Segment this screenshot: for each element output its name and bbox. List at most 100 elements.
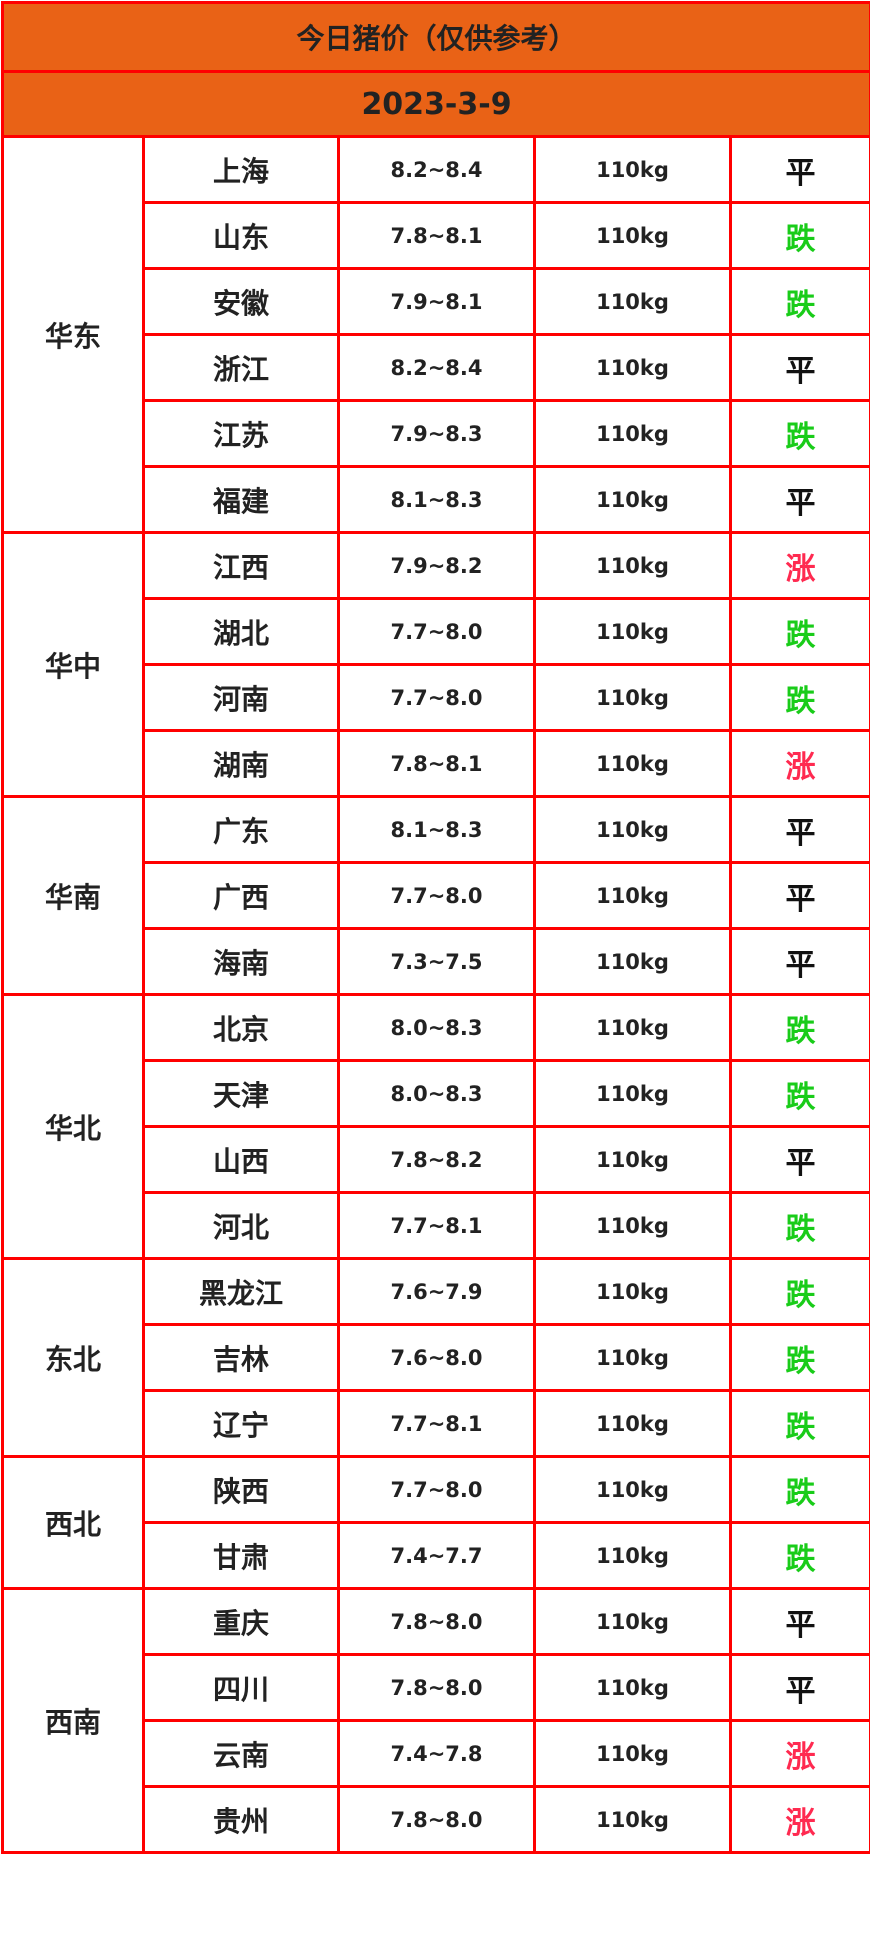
price-cell: 7.7~8.0	[339, 665, 535, 731]
province-cell: 四川	[144, 1655, 339, 1721]
price-cell: 7.9~8.2	[339, 533, 535, 599]
province-cell: 湖南	[144, 731, 339, 797]
weight-cell: 110kg	[535, 929, 731, 995]
weight-cell: 110kg	[535, 1127, 731, 1193]
region-cell: 华中	[3, 533, 144, 797]
trend-cell: 跌	[731, 203, 870, 269]
province-cell: 河南	[144, 665, 339, 731]
price-cell: 7.8~8.0	[339, 1787, 535, 1853]
trend-cell: 平	[731, 797, 870, 863]
region-cell: 西北	[3, 1457, 144, 1589]
price-cell: 7.7~8.1	[339, 1391, 535, 1457]
weight-cell: 110kg	[535, 1457, 731, 1523]
table-title: 今日猪价（仅供参考）	[3, 3, 870, 72]
province-cell: 云南	[144, 1721, 339, 1787]
province-cell: 天津	[144, 1061, 339, 1127]
province-cell: 福建	[144, 467, 339, 533]
price-cell: 7.4~7.8	[339, 1721, 535, 1787]
province-cell: 上海	[144, 137, 339, 203]
region-cell: 华南	[3, 797, 144, 995]
weight-cell: 110kg	[535, 1787, 731, 1853]
weight-cell: 110kg	[535, 1325, 731, 1391]
trend-cell: 跌	[731, 269, 870, 335]
trend-cell: 跌	[731, 1193, 870, 1259]
trend-cell: 跌	[731, 401, 870, 467]
trend-cell: 涨	[731, 1721, 870, 1787]
price-cell: 7.9~8.3	[339, 401, 535, 467]
province-cell: 黑龙江	[144, 1259, 339, 1325]
trend-cell: 跌	[731, 1325, 870, 1391]
province-cell: 陕西	[144, 1457, 339, 1523]
trend-cell: 平	[731, 863, 870, 929]
price-cell: 8.0~8.3	[339, 1061, 535, 1127]
price-cell: 8.2~8.4	[339, 335, 535, 401]
weight-cell: 110kg	[535, 599, 731, 665]
price-cell: 7.3~7.5	[339, 929, 535, 995]
weight-cell: 110kg	[535, 533, 731, 599]
price-cell: 7.8~8.1	[339, 203, 535, 269]
weight-cell: 110kg	[535, 1589, 731, 1655]
province-cell: 广西	[144, 863, 339, 929]
price-cell: 7.6~8.0	[339, 1325, 535, 1391]
weight-cell: 110kg	[535, 665, 731, 731]
province-cell: 河北	[144, 1193, 339, 1259]
price-cell: 8.1~8.3	[339, 797, 535, 863]
trend-cell: 平	[731, 467, 870, 533]
region-cell: 西南	[3, 1589, 144, 1853]
price-cell: 7.7~8.0	[339, 1457, 535, 1523]
trend-cell: 涨	[731, 533, 870, 599]
weight-cell: 110kg	[535, 1193, 731, 1259]
province-cell: 贵州	[144, 1787, 339, 1853]
weight-cell: 110kg	[535, 467, 731, 533]
trend-cell: 平	[731, 1655, 870, 1721]
province-cell: 江西	[144, 533, 339, 599]
province-cell: 山西	[144, 1127, 339, 1193]
weight-cell: 110kg	[535, 269, 731, 335]
trend-cell: 跌	[731, 1457, 870, 1523]
province-cell: 广东	[144, 797, 339, 863]
trend-cell: 平	[731, 1589, 870, 1655]
region-cell: 东北	[3, 1259, 144, 1457]
trend-cell: 跌	[731, 599, 870, 665]
trend-cell: 跌	[731, 665, 870, 731]
weight-cell: 110kg	[535, 797, 731, 863]
province-cell: 浙江	[144, 335, 339, 401]
weight-cell: 110kg	[535, 203, 731, 269]
price-cell: 8.1~8.3	[339, 467, 535, 533]
province-cell: 北京	[144, 995, 339, 1061]
province-cell: 山东	[144, 203, 339, 269]
trend-cell: 涨	[731, 1787, 870, 1853]
price-cell: 7.4~7.7	[339, 1523, 535, 1589]
weight-cell: 110kg	[535, 1655, 731, 1721]
trend-cell: 跌	[731, 1061, 870, 1127]
price-cell: 7.7~8.0	[339, 599, 535, 665]
price-cell: 7.6~7.9	[339, 1259, 535, 1325]
weight-cell: 110kg	[535, 995, 731, 1061]
weight-cell: 110kg	[535, 1721, 731, 1787]
weight-cell: 110kg	[535, 335, 731, 401]
price-cell: 7.9~8.1	[339, 269, 535, 335]
weight-cell: 110kg	[535, 1259, 731, 1325]
weight-cell: 110kg	[535, 1523, 731, 1589]
price-cell: 7.8~8.0	[339, 1589, 535, 1655]
weight-cell: 110kg	[535, 137, 731, 203]
weight-cell: 110kg	[535, 1061, 731, 1127]
price-cell: 8.2~8.4	[339, 137, 535, 203]
price-cell: 7.8~8.0	[339, 1655, 535, 1721]
province-cell: 辽宁	[144, 1391, 339, 1457]
weight-cell: 110kg	[535, 731, 731, 797]
weight-cell: 110kg	[535, 863, 731, 929]
trend-cell: 涨	[731, 731, 870, 797]
price-cell: 8.0~8.3	[339, 995, 535, 1061]
trend-cell: 跌	[731, 1523, 870, 1589]
region-cell: 华北	[3, 995, 144, 1259]
price-cell: 7.8~8.1	[339, 731, 535, 797]
price-cell: 7.7~8.1	[339, 1193, 535, 1259]
trend-cell: 跌	[731, 995, 870, 1061]
province-cell: 湖北	[144, 599, 339, 665]
